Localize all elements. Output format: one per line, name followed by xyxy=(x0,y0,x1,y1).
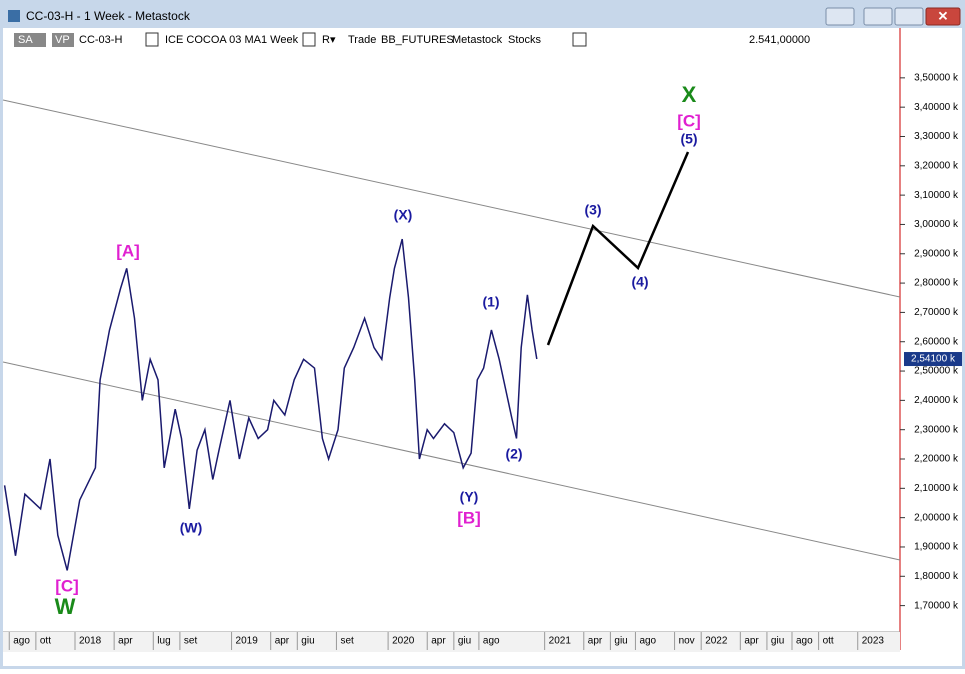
app-icon xyxy=(8,10,20,22)
x-axis-strip xyxy=(3,632,900,652)
window-buttons[interactable]: ✕ xyxy=(825,7,961,26)
y-tick-label: 3,50000 k xyxy=(914,72,959,83)
wave-label: (5) xyxy=(680,131,697,147)
wave-label: [A] xyxy=(116,241,140,260)
y-tick-label: 3,10000 k xyxy=(914,190,959,201)
x-tick-label: apr xyxy=(118,636,133,647)
sa-button[interactable] xyxy=(14,33,46,47)
wave-labels: [A] (W) [C] W (X) (Y) [B] (1) (2) (3) (4… xyxy=(55,82,701,619)
y-tick-label: 3,30000 k xyxy=(914,131,959,142)
x-tick-label: ott xyxy=(823,636,834,647)
wave-label: [B] xyxy=(457,508,481,527)
y-tick-label: 2,50000 k xyxy=(914,366,959,377)
wave-label: (W) xyxy=(180,520,203,536)
y-tick-label: 1,90000 k xyxy=(914,542,959,553)
y-tick-label: 2,90000 k xyxy=(914,248,959,259)
period: 1 Week xyxy=(261,34,299,46)
x-tick-label: lug xyxy=(157,636,170,647)
source: BB_FUTURES xyxy=(381,34,454,46)
x-tick-label: ago xyxy=(483,636,500,647)
x-tick-label: ago xyxy=(13,636,30,647)
vp-button[interactable] xyxy=(52,33,74,47)
y-tick-label: 3,40000 k xyxy=(914,102,959,113)
x-tick-label: ott xyxy=(40,636,51,647)
x-tick-label: set xyxy=(184,636,198,647)
instrument-name: ICE COCOA 03 MA xyxy=(165,34,262,46)
x-tick-label: 2020 xyxy=(392,636,415,647)
close-toolbar[interactable] xyxy=(572,32,587,47)
r-dropdown[interactable]: R▾ xyxy=(322,34,336,46)
minimize-button[interactable] xyxy=(863,7,893,26)
x-tick-label: 2023 xyxy=(862,636,885,647)
wave-label: [C] xyxy=(55,576,79,595)
y-tick-label: 3,00000 k xyxy=(914,219,959,230)
last-price-tag xyxy=(904,352,962,367)
dropdown[interactable] xyxy=(145,32,159,47)
period-dropdown[interactable] xyxy=(302,32,316,47)
wave-label: (4) xyxy=(631,274,648,290)
chart-area xyxy=(3,28,962,666)
wave-label: W xyxy=(55,594,76,619)
y-tick-label: 2,00000 k xyxy=(914,512,959,523)
x-tick-label: 2019 xyxy=(236,636,259,647)
x-tick-label: nov xyxy=(679,636,695,647)
wave-projection xyxy=(546,151,690,346)
y-tick-label: 1,70000 k xyxy=(914,600,959,611)
wave-label: (1) xyxy=(482,294,499,310)
maximize-button[interactable] xyxy=(894,7,924,26)
restore-button[interactable] xyxy=(825,7,855,26)
y-tick-label: 2,40000 k xyxy=(914,395,959,406)
toolbar: SA VP CC-03-H ICE COCOA 03 MA 1 Week R▾ … xyxy=(14,32,810,47)
close-button[interactable] xyxy=(925,7,961,26)
x-tick-label: ago xyxy=(796,636,813,647)
y-tick-label: 2,10000 k xyxy=(914,483,959,494)
y-tick-label: 1,80000 k xyxy=(914,571,959,582)
window-title: CC-03-H - 1 Week - Metastock xyxy=(26,9,191,23)
x-tick-label: giu xyxy=(771,636,784,647)
trendline xyxy=(2,99,901,298)
x-tick-label: apr xyxy=(588,636,603,647)
y-tick-label: 2,30000 k xyxy=(914,424,959,435)
y-tick-label: 3,20000 k xyxy=(914,160,959,171)
y-tick-label: 2,60000 k xyxy=(914,336,959,347)
x-tick-label: 2021 xyxy=(549,636,572,647)
y-tick-label: 2,70000 k xyxy=(914,307,959,318)
price: 2.541,00000 xyxy=(749,34,810,46)
vp-label: VP xyxy=(55,34,70,46)
wave-label: (Y) xyxy=(460,489,479,505)
symbol: CC-03-H xyxy=(79,34,122,46)
x-tick-label: giu xyxy=(458,636,471,647)
trade: Trade xyxy=(348,34,376,46)
y-tick-label: 2,20000 k xyxy=(914,454,959,465)
x-tick-label: set xyxy=(340,636,354,647)
wave-label: (2) xyxy=(505,446,522,462)
sa-label: SA xyxy=(18,34,33,46)
close-glyph: ✕ xyxy=(938,8,949,23)
wave-label: (X) xyxy=(394,207,413,223)
last-price-label: 2,54100 k xyxy=(911,354,956,365)
x-tick-label: ago xyxy=(639,636,656,647)
kind: Stocks xyxy=(508,34,542,46)
price-line xyxy=(3,238,538,571)
x-tick-label: 2018 xyxy=(79,636,102,647)
wave-label: [C] xyxy=(677,111,701,130)
y-tick-label: 2,80000 k xyxy=(914,278,959,289)
wave-label: X xyxy=(682,82,697,107)
x-tick-label: apr xyxy=(744,636,759,647)
x-tick-label: giu xyxy=(301,636,314,647)
x-tick-label: apr xyxy=(275,636,290,647)
x-tick-label: 2022 xyxy=(705,636,728,647)
trendline xyxy=(2,361,901,561)
x-tick-label: giu xyxy=(614,636,627,647)
wave-label: (3) xyxy=(584,202,601,218)
app: Metastock xyxy=(452,34,503,46)
x-tick-label: apr xyxy=(431,636,446,647)
